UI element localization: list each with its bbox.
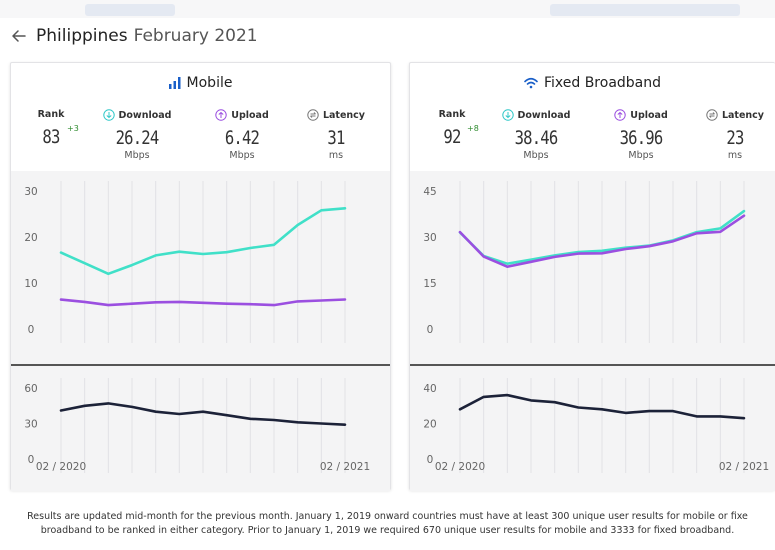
x-tick-label: 02 / 2020 bbox=[435, 461, 485, 473]
download-value: 38.46 bbox=[514, 127, 559, 149]
rank-delta: +8 bbox=[467, 124, 479, 133]
rank-value: 83 bbox=[42, 126, 60, 148]
rank-metric: Rank 83 bbox=[31, 109, 71, 148]
rank-metric: Rank 92 bbox=[432, 109, 472, 148]
nav-tab-blurred[interactable] bbox=[85, 4, 175, 16]
x-tick-label: 02 / 2021 bbox=[719, 461, 769, 473]
top-nav-strip bbox=[0, 0, 775, 18]
series-line bbox=[458, 214, 746, 268]
latency-chart-svg: 40 20 002 / 2020 02 / 2021 bbox=[423, 378, 769, 473]
download-unit: Mbps bbox=[523, 150, 549, 161]
upload-metric: Upload 36.96 Mbps bbox=[606, 109, 676, 161]
latency-unit: ms bbox=[727, 150, 743, 161]
x-tick-label: 02 / 2020 bbox=[36, 461, 86, 473]
panel-title: Fixed Broadband bbox=[410, 75, 775, 91]
download-metric: Download 26.24 Mbps bbox=[99, 109, 175, 161]
y-tick-label: 0 bbox=[427, 454, 434, 466]
latency-icon bbox=[307, 109, 319, 121]
latency-label-row: Latency bbox=[700, 109, 770, 121]
latency-value: 23 bbox=[726, 127, 744, 149]
y-tick-label: 30 bbox=[423, 232, 436, 244]
download-label: Download bbox=[517, 109, 571, 121]
y-tick-label: 20 bbox=[423, 419, 436, 431]
panel-title-text: Fixed Broadband bbox=[543, 75, 662, 91]
mobile-panel: Mobile Rank 83 +3 Download 26.24 Mbps Up… bbox=[10, 62, 391, 491]
y-tick-label: 60 bbox=[24, 383, 37, 395]
download-label-row: Download bbox=[99, 109, 175, 121]
upload-unit: Mbps bbox=[628, 150, 654, 161]
report-date: February 2021 bbox=[133, 26, 258, 46]
y-tick-label: 0 bbox=[28, 454, 35, 466]
panel-title-text: Mobile bbox=[186, 75, 233, 91]
y-tick-label: 30 bbox=[24, 419, 37, 431]
latency-label: Latency bbox=[322, 109, 366, 121]
footnote-line: broadband to be ranked in either categor… bbox=[40, 525, 735, 536]
download-metric: Download 38.46 Mbps bbox=[498, 109, 574, 161]
signal-bars-icon bbox=[168, 77, 181, 89]
page-header: Philippines February 2021 bbox=[10, 24, 258, 48]
x-tick-label: 02 / 2021 bbox=[320, 461, 370, 473]
rank-label: Rank bbox=[37, 109, 65, 120]
rank-label: Rank bbox=[438, 109, 466, 120]
y-tick-label: 0 bbox=[427, 324, 434, 336]
y-tick-label: 30 bbox=[24, 186, 37, 198]
speed-chart-svg: 45 30 15 0 bbox=[423, 181, 746, 343]
download-icon bbox=[501, 109, 514, 121]
series-line bbox=[59, 206, 347, 276]
speed-chart: 45 30 15 0 bbox=[410, 171, 775, 364]
latency-unit: ms bbox=[328, 150, 344, 161]
footnote: Results are updated mid-month for the pr… bbox=[0, 510, 775, 538]
series-line bbox=[59, 402, 347, 427]
latency-label-row: Latency bbox=[301, 109, 371, 121]
latency-metric: Latency 23 ms bbox=[700, 109, 770, 161]
upload-label: Upload bbox=[630, 109, 668, 121]
speed-chart-svg: 30 20 10 0 bbox=[24, 181, 347, 343]
wifi-icon bbox=[524, 77, 538, 89]
upload-value: 36.96 bbox=[619, 127, 664, 149]
upload-label: Upload bbox=[231, 109, 269, 121]
upload-unit: Mbps bbox=[229, 150, 255, 161]
y-tick-label: 0 bbox=[28, 324, 35, 336]
latency-chart: 60 30 0 02 / 2020 02 / 2021 bbox=[11, 366, 390, 491]
upload-icon bbox=[215, 109, 227, 121]
y-tick-label: 15 bbox=[423, 278, 436, 290]
rank-delta: +3 bbox=[67, 124, 79, 133]
y-tick-label: 20 bbox=[24, 232, 37, 244]
latency-metric: Latency 31 ms bbox=[301, 109, 371, 161]
download-label: Download bbox=[118, 109, 172, 121]
nav-tab-blurred[interactable] bbox=[550, 4, 740, 16]
latency-chart-svg: 60 30 002 / 2020 02 / 2021 bbox=[24, 378, 370, 473]
chart-divider bbox=[410, 364, 775, 366]
y-tick-label: 40 bbox=[423, 383, 436, 395]
download-label-row: Download bbox=[498, 109, 574, 121]
series-line bbox=[458, 393, 746, 420]
y-tick-label: 45 bbox=[423, 186, 436, 198]
rank-value: 92 bbox=[443, 126, 461, 148]
speed-chart: 30 20 10 0 bbox=[11, 171, 390, 364]
latency-icon bbox=[706, 109, 718, 121]
y-tick-label: 10 bbox=[24, 278, 37, 290]
fixed-broadband-panel: Fixed Broadband Rank 92 +8 Download 38.4… bbox=[409, 62, 775, 491]
upload-icon bbox=[614, 109, 626, 121]
download-icon bbox=[102, 109, 115, 121]
download-value: 26.24 bbox=[115, 127, 160, 149]
panel-title: Mobile bbox=[11, 75, 390, 91]
latency-label: Latency bbox=[721, 109, 765, 121]
chart-divider bbox=[11, 364, 390, 366]
upload-value: 6.42 bbox=[224, 127, 260, 149]
series-line bbox=[59, 298, 347, 307]
upload-label-row: Upload bbox=[606, 109, 676, 121]
latency-value: 31 bbox=[327, 127, 345, 149]
footnote-line: Results are updated mid-month for the pr… bbox=[27, 511, 748, 522]
latency-chart: 40 20 0 02 / 2020 02 / 2021 bbox=[410, 366, 775, 491]
country-name: Philippines bbox=[36, 26, 128, 46]
upload-metric: Upload 6.42 Mbps bbox=[207, 109, 277, 161]
upload-label-row: Upload bbox=[207, 109, 277, 121]
back-arrow-icon[interactable] bbox=[10, 27, 28, 45]
download-unit: Mbps bbox=[124, 150, 150, 161]
